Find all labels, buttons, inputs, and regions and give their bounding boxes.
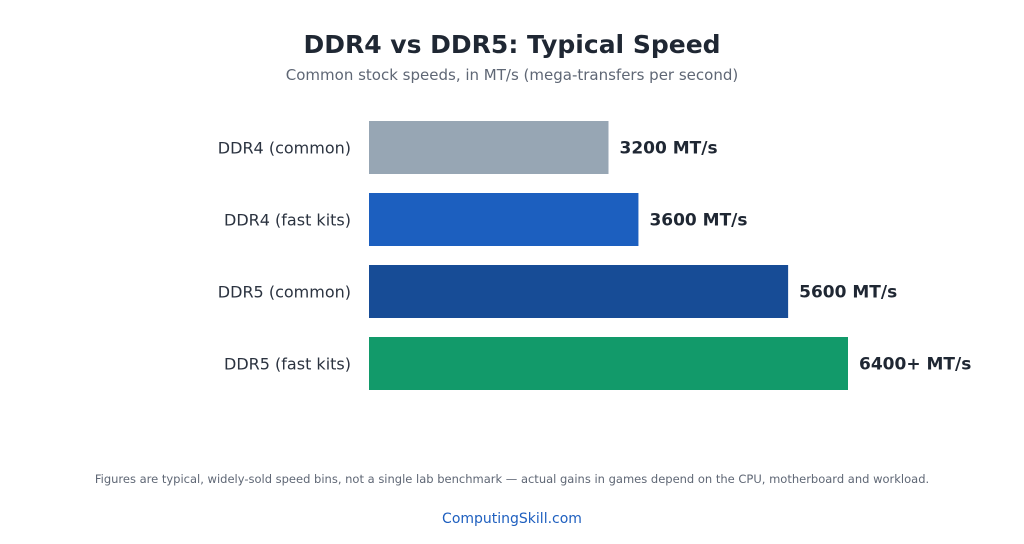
category-label-ddr5-fast-kits: DDR5 (fast kits) xyxy=(224,355,351,374)
value-label-ddr5-common: 5600 MT/s xyxy=(799,283,897,303)
brand-link[interactable]: ComputingSkill.com xyxy=(442,511,582,527)
category-label-ddr4-common: DDR4 (common) xyxy=(218,139,351,158)
value-label-ddr4-fast-kits: 3600 MT/s xyxy=(649,211,747,231)
value-label-ddr5-fast-kits: 6400+ MT/s xyxy=(859,355,971,375)
chart-title: DDR4 vs DDR5: Typical Speed xyxy=(303,30,721,59)
value-label-ddr4-common: 3200 MT/s xyxy=(620,139,718,159)
chart-subtitle: Common stock speeds, in MT/s (mega-trans… xyxy=(285,66,739,84)
category-label-ddr4-fast-kits: DDR4 (fast kits) xyxy=(224,211,351,230)
bar-ddr4-common xyxy=(369,121,609,174)
bar-ddr5-common xyxy=(369,265,789,318)
category-label-ddr5-common: DDR5 (common) xyxy=(218,283,351,302)
bar-ddr5-fast-kits xyxy=(369,337,848,390)
bar-ddr4-fast-kits xyxy=(369,193,639,246)
footnote: Figures are typical, widely-sold speed b… xyxy=(94,472,930,486)
